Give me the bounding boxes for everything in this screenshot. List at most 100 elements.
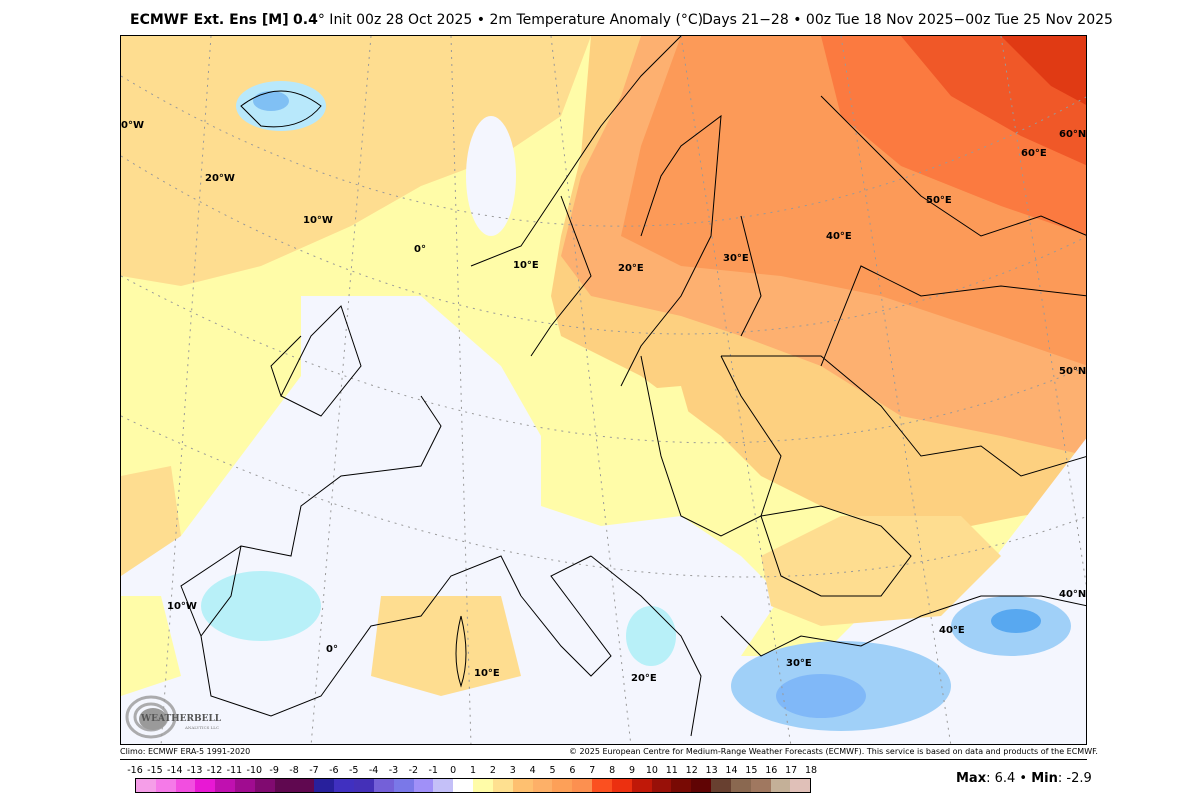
colorbar-segment: [254, 779, 275, 792]
colorbar-segment: [473, 779, 493, 792]
climo-credit: Climo: ECMWF ERA-5 1991-2020: [120, 747, 251, 756]
colorbar-segment: [136, 779, 156, 792]
anomaly-field: [121, 36, 1086, 744]
colorbar-tick: 6: [569, 765, 576, 776]
model-name: ECMWF Ext. Ens [M]: [130, 12, 289, 28]
colorbar-segment: [433, 779, 454, 792]
lon-label: 20°E: [618, 263, 644, 274]
colorbar-tick: 8: [609, 765, 616, 776]
colorbar-segment: [373, 779, 394, 792]
colorbar-segment: [750, 779, 771, 792]
lon-label: 30°E: [723, 253, 749, 264]
colorbar-segment: [790, 779, 811, 792]
colorbar-segment: [492, 779, 513, 792]
colorbar-segment: [274, 779, 295, 792]
colorbar-tick: 18: [804, 765, 818, 776]
lon-label: 40°E: [826, 231, 852, 242]
colorbar-segment: [730, 779, 751, 792]
colorbar-tick: 15: [745, 765, 758, 776]
colorbar-tick: 10: [645, 765, 658, 776]
colorbar-labels: -16 -15 -14 -13 -12 -11 -10 -9 -8 -7 -6 -5 -4 -3 -2 -1 0…: [127, 765, 817, 777]
colorbar-tick: -6: [329, 765, 339, 776]
colorbar-tick: 1: [469, 765, 477, 776]
lon-label: 30°E: [786, 658, 812, 669]
colorbar-tick: 14: [725, 765, 738, 776]
colorbar-tick: 5: [549, 765, 556, 776]
colorbar-tick: -10: [246, 765, 263, 776]
lat-label: 50°N: [1059, 366, 1087, 377]
colorbar-tick: -11: [226, 765, 243, 776]
colorbar-tick: -3: [388, 765, 399, 776]
colorbar-segment: [413, 779, 434, 792]
colorbar-segment: [631, 779, 652, 792]
init-info: Init 00z 28 Oct 2025 • 2m Temperature An…: [324, 12, 704, 28]
colorbar-tick: 17: [785, 765, 798, 776]
colorbar-segment: [314, 779, 335, 792]
colorbar-segment: [611, 779, 632, 792]
colorbar-segment: [552, 779, 573, 792]
colorbar-segment: [175, 779, 196, 792]
copyright-notice: © 2025 European Centre for Medium-Range …: [569, 747, 1098, 756]
colorbar-tick: 4: [529, 765, 536, 776]
colorbar-tick: -4: [368, 765, 379, 776]
lon-label: 0°: [414, 244, 426, 255]
divider: [120, 759, 1087, 760]
graticule: [121, 36, 1086, 744]
colorbar-segment: [294, 779, 315, 792]
colorbar-segment: [453, 779, 474, 792]
colorbar-tick: -9: [269, 765, 279, 776]
colorbar-tick: 3: [509, 765, 516, 776]
colorbar-tick: -7: [309, 765, 319, 776]
lon-label: 0°: [326, 644, 338, 655]
colorbar-tick: 12: [685, 765, 698, 776]
colorbar-segment: [691, 779, 712, 792]
lon-label: 10°W: [303, 215, 333, 226]
min-label: Min: [1031, 771, 1058, 786]
colorbar-tick: -14: [166, 765, 183, 776]
colorbar-segment: [711, 779, 731, 792]
colorbar-segment: [235, 779, 255, 792]
lon-label: 10°W: [167, 601, 197, 612]
field-iberia-cool: [201, 571, 321, 641]
lat-label: 40°N: [1059, 589, 1087, 600]
max-value: : 6.4 •: [986, 771, 1032, 786]
colorbar-tick: 9: [629, 765, 636, 776]
colorbar-tick: 13: [705, 765, 718, 776]
anomaly-map: 0°W 20°W 10°W 0° 10°E 20°E 30°E 40°E 50°…: [120, 35, 1087, 745]
colorbar-segment: [512, 779, 533, 792]
lon-label: 60°E: [1021, 148, 1047, 159]
colorbar-segment: [215, 779, 236, 792]
lon-label: 20°W: [205, 173, 235, 184]
colorbar-tick: -8: [289, 765, 299, 776]
colorbar-segment: [532, 779, 553, 792]
max-min-readout: Max: 6.4 • Min: -2.9: [956, 771, 1092, 786]
colorbar-segment: [334, 779, 355, 792]
colorbar-tick: 11: [665, 765, 678, 776]
lat-label: 60°N: [1059, 129, 1087, 140]
colorbar-segment: [770, 779, 791, 792]
map-title: ECMWF Ext. Ens [M] 0.4° Init 00z 28 Oct …: [130, 12, 703, 28]
colorbar-tick: -12: [206, 765, 223, 776]
lon-label: 40°E: [939, 625, 965, 636]
lon-label: 20°E: [631, 673, 657, 684]
lon-label: 0°W: [121, 120, 144, 131]
colorbar-tick: -15: [147, 765, 163, 776]
colorbar-segment: [155, 779, 176, 792]
colorbar-tick: -16: [127, 765, 143, 776]
colorbar-tick: -5: [348, 765, 359, 776]
max-label: Max: [956, 771, 987, 786]
colorbar-segment: [671, 779, 692, 792]
svg-text:ANALYTICS LLC: ANALYTICS LLC: [184, 725, 219, 730]
colorbar-tick: 0: [450, 765, 457, 776]
lon-label: 50°E: [926, 195, 952, 206]
weatherbell-logo: WEATHERBELL ANALYTICS LLC: [125, 695, 222, 739]
degree-symbol: °: [317, 12, 325, 28]
resolution: 0.4: [293, 12, 318, 28]
colorbar-tick: -2: [408, 765, 419, 776]
colorbar-segment: [393, 779, 414, 792]
svg-text:WEATHERBELL: WEATHERBELL: [140, 714, 222, 724]
valid-period: Days 21−28 • 00z Tue 18 Nov 2025−00z Tue…: [702, 12, 1113, 28]
colorbar-tick: 2: [489, 765, 496, 776]
colorbar-segment: [195, 779, 216, 792]
colorbar-segment: [354, 779, 374, 792]
